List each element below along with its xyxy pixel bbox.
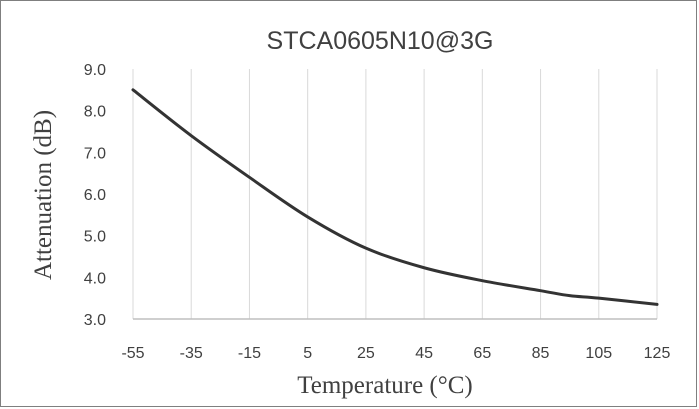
x-tick-label: -55 <box>121 345 144 362</box>
y-tick-label: 5.0 <box>84 229 106 246</box>
y-tick-label: 8.0 <box>84 104 106 121</box>
x-tick-label: 25 <box>357 345 375 362</box>
y-tick-label: 7.0 <box>84 145 106 162</box>
x-tick-label: 85 <box>532 345 550 362</box>
y-tick-label: 3.0 <box>84 312 106 329</box>
attenuation-series-line <box>131 88 659 306</box>
x-tick-label: 105 <box>585 345 612 362</box>
x-tick-label: 5 <box>303 345 312 362</box>
x-axis-title: Temperature (°C) <box>297 372 473 399</box>
y-axis-title: Attenuation (dB) <box>30 110 57 280</box>
y-tick-label: 4.0 <box>84 270 106 287</box>
y-tick-label: 9.0 <box>84 62 106 79</box>
grid-lines <box>132 69 658 319</box>
data-series <box>131 88 659 306</box>
x-tick-label: 65 <box>473 345 491 362</box>
x-tick-label: 45 <box>415 345 433 362</box>
y-tick-label: 6.0 <box>84 187 106 204</box>
x-tick-label: -15 <box>238 345 261 362</box>
chart-title: STCA0605N10@3G <box>267 27 494 55</box>
tick-labels: -55 -35 -15 5 25 45 65 85 105 125 3.0 4.0 5.0 6.0 7.0 8… <box>84 62 671 362</box>
x-tick-label: 125 <box>644 345 671 362</box>
x-tick-label: -35 <box>180 345 203 362</box>
